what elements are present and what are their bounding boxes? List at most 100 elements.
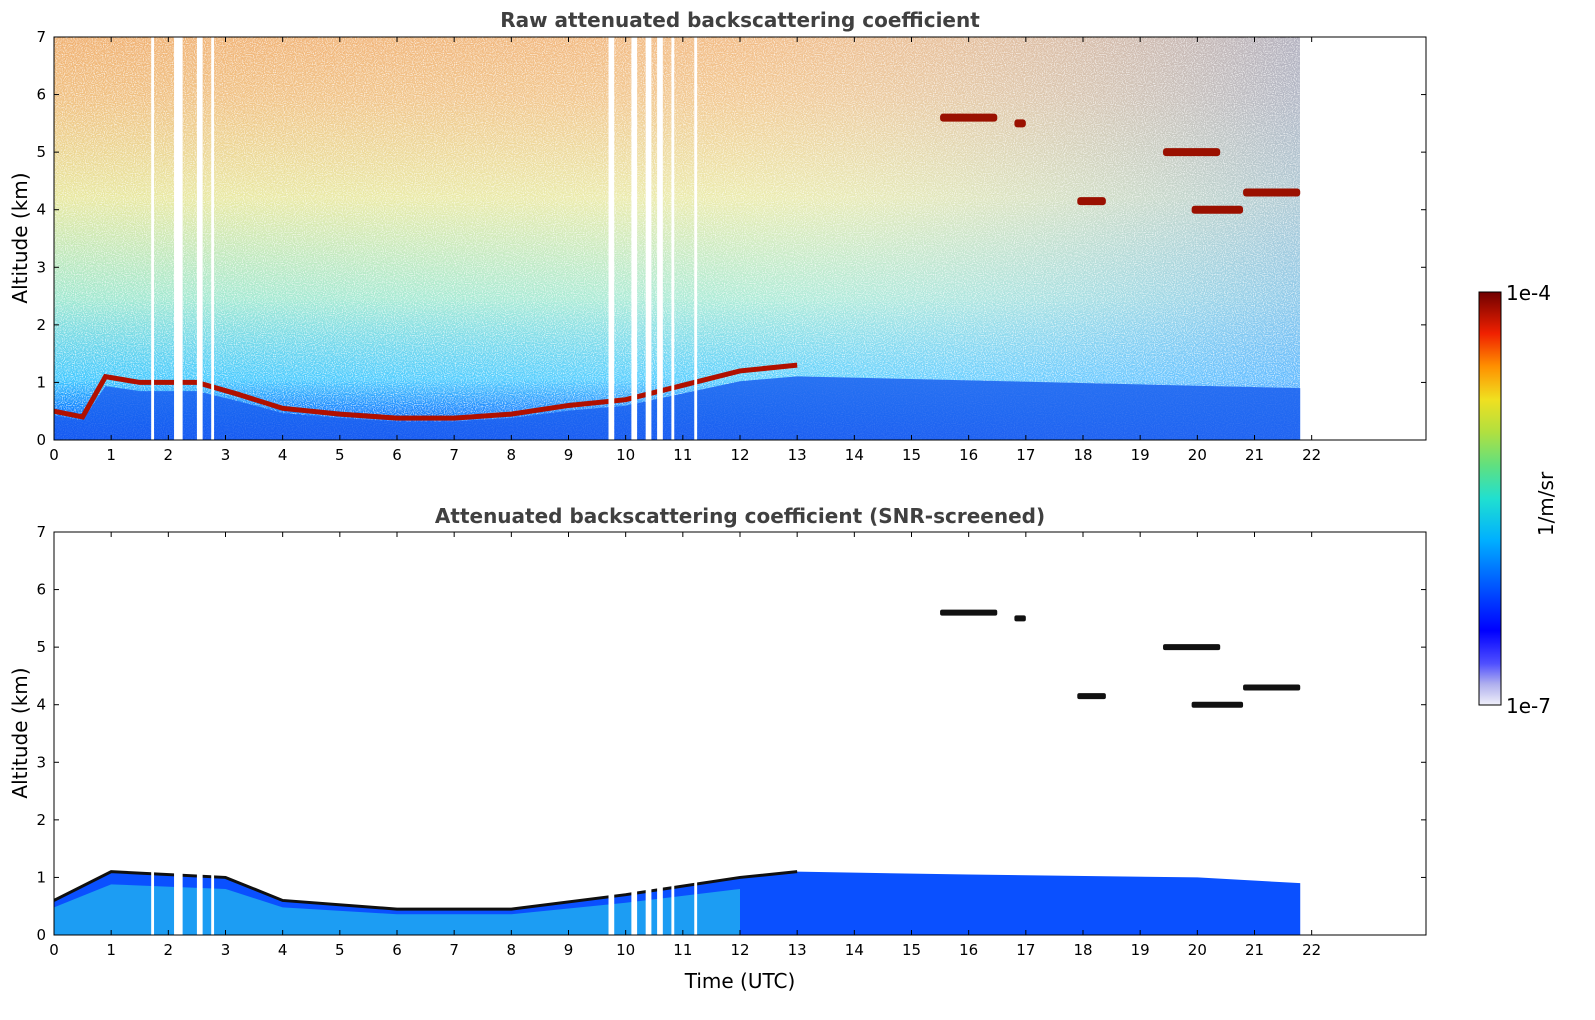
x-tick-label: 1	[106, 446, 116, 464]
x-tick-label: 10	[616, 446, 635, 464]
screened-surface-layer	[54, 884, 740, 935]
x-tick-label: 14	[845, 941, 864, 959]
y-tick-label: 4	[36, 201, 46, 219]
x-tick-label: 19	[1131, 941, 1150, 959]
y-tick-label: 5	[36, 143, 46, 161]
cloud-layer	[1243, 188, 1301, 197]
x-tick-label: 3	[221, 446, 231, 464]
raw-layers	[54, 37, 1301, 440]
ylabel-screened: Altitude (km)	[8, 667, 32, 798]
screened-layers	[54, 609, 1301, 935]
x-tick-label: 8	[507, 941, 517, 959]
x-tick-label: 11	[673, 941, 692, 959]
panel-screened: Attenuated backscattering coefficient (S…	[8, 504, 1427, 993]
screened-missing-gap	[694, 773, 698, 935]
screened-missing-gap	[657, 773, 663, 935]
x-tick-label: 15	[902, 446, 921, 464]
axes-frame-screened	[53, 531, 1427, 936]
raw-speckle	[54, 37, 1300, 440]
x-tick-label: 4	[278, 941, 288, 959]
screened-missing-gap	[196, 773, 203, 935]
screened-missing-gap	[211, 773, 215, 935]
x-tick-label: 4	[278, 446, 288, 464]
x-tick-label: 13	[788, 446, 807, 464]
x-tick-label: 14	[845, 446, 864, 464]
surface-aerosol-band	[54, 376, 1301, 440]
missing-data-gap	[631, 37, 638, 440]
x-tick-label: 10	[616, 941, 635, 959]
boundary-layer-top	[54, 362, 798, 421]
x-tick-label: 16	[959, 446, 978, 464]
x-tick-label: 21	[1245, 941, 1264, 959]
x-tick-label: 12	[730, 941, 749, 959]
missing-data-gap	[211, 37, 215, 440]
ticks-screened: 0 1 2 3 4 5 6 7 8 9 10 11 12 13 14 15 16 17 18 19 20 21 220123…	[36, 523, 1426, 959]
x-tick-label: 15	[902, 941, 921, 959]
panel-title-raw: Raw attenuated backscattering coefficien…	[500, 8, 980, 32]
x-tick-label: 9	[564, 941, 574, 959]
x-tick-label: 12	[730, 446, 749, 464]
screened-cloud-layer	[1163, 644, 1221, 651]
missing-data-gap	[151, 37, 155, 440]
x-tick-label: 1	[106, 941, 116, 959]
y-tick-label: 1	[36, 868, 46, 886]
cloud-layer	[1077, 197, 1106, 206]
y-tick-label: 7	[36, 28, 46, 46]
missing-data-gap	[694, 37, 698, 440]
x-tick-label: 22	[1302, 446, 1321, 464]
y-tick-label: 5	[36, 638, 46, 656]
colorbar-min-label: 1e-7	[1506, 694, 1551, 718]
cloud-layer	[940, 113, 998, 122]
y-tick-label: 0	[36, 431, 46, 449]
colorbar-max-label: 1e-4	[1506, 281, 1551, 305]
y-tick-label: 0	[36, 926, 46, 944]
y-tick-label: 6	[36, 86, 46, 104]
missing-data-gap	[657, 37, 663, 440]
x-tick-label: 2	[164, 941, 174, 959]
screened-cloud-layer	[940, 609, 998, 616]
y-tick-label: 1	[36, 373, 46, 391]
x-tick-label: 11	[673, 446, 692, 464]
y-tick-label: 2	[36, 316, 46, 334]
y-tick-label: 3	[36, 753, 46, 771]
colorbar: 1e-4 1e-7 1/m/sr	[1478, 281, 1558, 718]
missing-data-gap	[671, 37, 675, 440]
panel-raw: Raw attenuated backscattering coefficien…	[8, 8, 1427, 464]
y-tick-label: 3	[36, 258, 46, 276]
colorbar-unit-label: 1/m/sr	[1534, 471, 1558, 536]
missing-data-gap	[608, 37, 615, 440]
colorbar-gradient	[1478, 291, 1502, 706]
heatmap-raw	[54, 37, 1301, 440]
panel-title-screened: Attenuated backscattering coefficient (S…	[435, 504, 1045, 528]
x-tick-label: 22	[1302, 941, 1321, 959]
screened-cloud-layer	[1243, 684, 1301, 691]
screened-missing-gap	[631, 773, 638, 935]
heatmap-screened	[54, 609, 1301, 935]
x-tick-label: 0	[49, 446, 59, 464]
screened-missing-gap	[671, 773, 675, 935]
cloud-layer	[1191, 205, 1244, 214]
y-tick-label: 7	[36, 523, 46, 541]
ylabel-raw: Altitude (km)	[8, 172, 32, 303]
x-tick-label: 17	[1016, 941, 1035, 959]
screened-cloud-layer	[1014, 615, 1026, 622]
x-tick-label: 18	[1073, 446, 1092, 464]
x-tick-label: 7	[449, 941, 459, 959]
x-tick-label: 6	[392, 941, 402, 959]
x-tick-label: 20	[1188, 941, 1207, 959]
x-tick-label: 21	[1245, 446, 1264, 464]
missing-data-gap	[196, 37, 203, 440]
x-tick-label: 5	[335, 446, 345, 464]
x-tick-label: 2	[164, 446, 174, 464]
x-tick-label: 19	[1131, 446, 1150, 464]
cloud-layer	[1014, 119, 1026, 128]
ticks-raw: 0 1 2 3 4 5 6 7 8 9 10 11 12 13 14 15 16 17 18 19 20 21 220123…	[36, 28, 1426, 464]
screened-missing-gap	[608, 773, 615, 935]
screened-cloud-layer	[1077, 693, 1106, 700]
y-tick-label: 4	[36, 696, 46, 714]
screened-missing-gap	[151, 773, 155, 935]
x-tick-label: 9	[564, 446, 574, 464]
screened-cloud-layer	[1191, 701, 1244, 708]
x-tick-label: 0	[49, 941, 59, 959]
